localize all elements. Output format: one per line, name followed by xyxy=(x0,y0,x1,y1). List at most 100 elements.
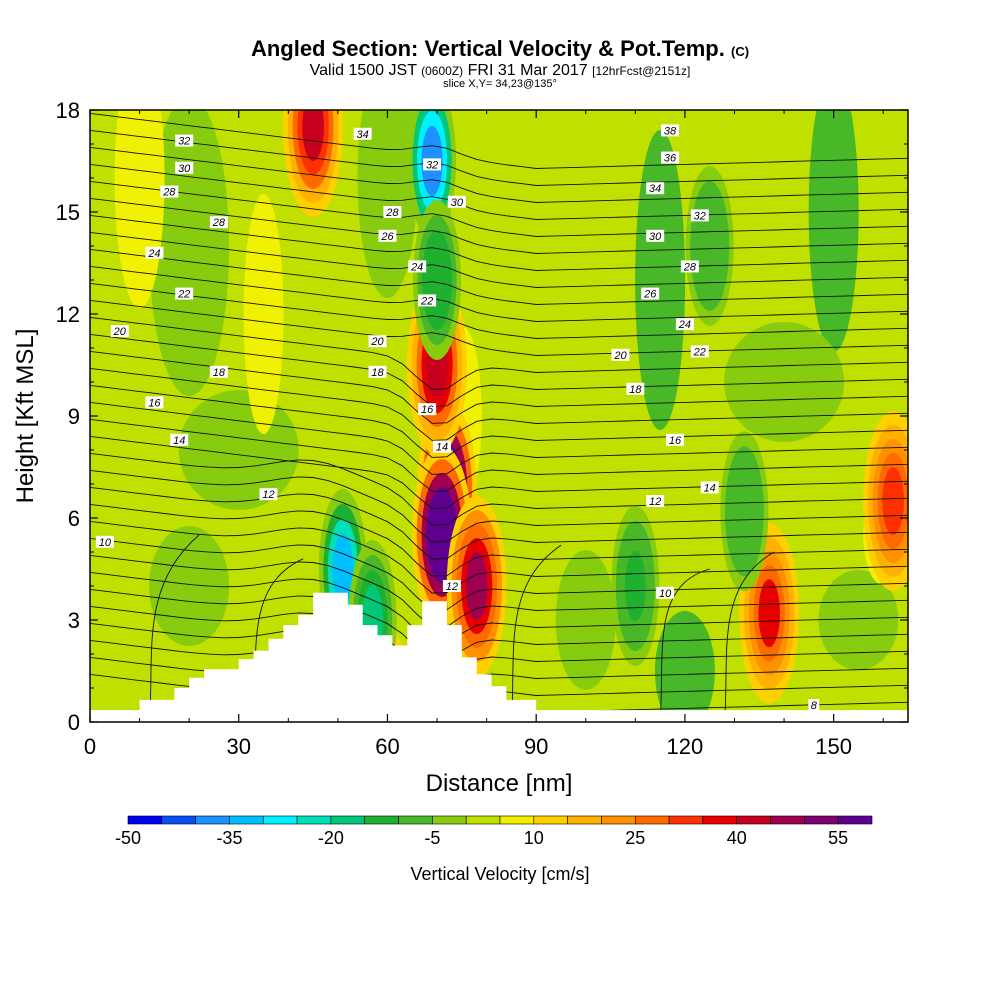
chart-title-main: Angled Section: Vertical Velocity & Pot.… xyxy=(250,36,725,61)
contour-label: 38 xyxy=(661,124,680,137)
colorbar-swatch xyxy=(161,815,196,825)
contour-label: 10 xyxy=(656,586,675,600)
colorbar-swatch xyxy=(262,815,298,825)
contour-label-text: 28 xyxy=(212,217,226,229)
contour-label-text: 28 xyxy=(683,261,697,273)
contour-label: 28 xyxy=(209,216,228,229)
contour-label-text: 16 xyxy=(148,397,161,409)
contour-label: 16 xyxy=(418,403,437,416)
pot-temp-contour xyxy=(90,554,908,628)
contour-label-text: 32 xyxy=(178,136,190,148)
pot-temp-contour xyxy=(90,197,908,254)
velocity-band xyxy=(818,570,899,670)
updraft-cell xyxy=(302,110,324,161)
contour-label: 24 xyxy=(145,246,164,260)
contour-label: 36 xyxy=(661,151,680,165)
contour-label-text: 30 xyxy=(178,163,191,175)
y-axis-label: Height [Kft MSL] xyxy=(12,329,39,504)
contour-label-text: 24 xyxy=(678,319,691,331)
contour-label-text: 34 xyxy=(357,129,369,141)
contour-label: 22 xyxy=(418,294,437,307)
contour-label-text: 22 xyxy=(177,289,190,301)
colorbar-swatch xyxy=(330,815,366,825)
y-tick-label: 18 xyxy=(56,98,80,123)
terrain-mask xyxy=(90,592,908,722)
contour-label-text: 8 xyxy=(811,700,818,712)
contour-label-text: 24 xyxy=(147,248,160,260)
updraft-cell xyxy=(465,552,488,620)
velocity-band xyxy=(635,130,686,430)
contour-label: 30 xyxy=(175,161,194,175)
contour-label: 30 xyxy=(447,195,466,209)
colorbar-swatch xyxy=(499,815,535,825)
pot-temp-contour xyxy=(90,316,908,390)
pot-temp-contour xyxy=(90,299,908,356)
pot-temp-contour xyxy=(90,282,908,339)
pot-temp-contour xyxy=(90,231,908,288)
pot-temp-contour xyxy=(90,129,908,186)
contour-label-text: 10 xyxy=(99,537,112,549)
velocity-band xyxy=(243,194,284,434)
contour-label: 32 xyxy=(690,209,709,222)
x-axis-label: Distance [nm] xyxy=(426,770,573,797)
contour-label-text: 32 xyxy=(426,159,438,171)
contour-label-text: 18 xyxy=(371,367,384,379)
colorbar-tick-label: -5 xyxy=(424,828,440,848)
colorbar-tick-label: 55 xyxy=(828,828,848,848)
contour-label-text: 24 xyxy=(410,261,423,273)
velocity-band xyxy=(114,110,165,308)
contour-label: 18 xyxy=(368,365,387,379)
x-tick-label: 30 xyxy=(226,734,250,759)
chart-title-tag: (C) xyxy=(731,44,750,59)
contour-label-text: 26 xyxy=(643,289,657,301)
pot-temp-contour xyxy=(90,367,908,441)
colorbar-label: Vertical Velocity [cm/s] xyxy=(410,864,589,884)
contour-label-text: 20 xyxy=(113,326,127,338)
pot-temp-contour xyxy=(90,435,908,509)
colorbar-swatch xyxy=(195,815,230,825)
contour-label: 16 xyxy=(665,433,684,447)
pot-temp-contour xyxy=(90,180,908,237)
downdraft-cell xyxy=(733,476,755,547)
x-tick-label: 0 xyxy=(84,734,96,759)
velocity-band xyxy=(491,110,532,362)
contour-label-text: 18 xyxy=(213,367,226,379)
valid-utc: (0600Z) xyxy=(421,64,464,78)
forecast-tag: [12hrFcst@2151z] xyxy=(592,64,691,78)
contour-label: 14 xyxy=(432,440,451,454)
colorbar-swatch xyxy=(634,815,670,825)
contour-label: 34 xyxy=(646,182,665,195)
colorbar-swatch xyxy=(127,815,163,825)
y-tick-label: 15 xyxy=(56,200,80,225)
contour-label: 16 xyxy=(145,396,164,409)
contour-label: 10 xyxy=(95,535,114,549)
contour-label: 22 xyxy=(175,287,194,301)
colorbar-tick-label: 40 xyxy=(727,828,747,848)
y-tick-label: 0 xyxy=(68,710,80,735)
chart-subtitle: Valid 1500 JST (0600Z) FRI 31 Mar 2017 [… xyxy=(0,62,1000,80)
contour-label: 18 xyxy=(626,382,645,396)
pot-temp-contour xyxy=(90,486,908,560)
pot-temp-contour xyxy=(90,418,908,492)
contour-label-text: 38 xyxy=(664,125,677,137)
chart-title: Angled Section: Vertical Velocity & Pot.… xyxy=(0,36,1000,62)
pot-temp-contour xyxy=(90,401,908,475)
contour-label: 26 xyxy=(378,229,397,243)
x-tick-label: 120 xyxy=(667,734,704,759)
pot-temp-contour xyxy=(90,163,908,220)
x-tick-label: 90 xyxy=(524,734,548,759)
colorbar-tick-label: -35 xyxy=(216,828,242,848)
contour-label: 32 xyxy=(423,158,442,171)
colorbar-tick-label: 25 xyxy=(625,828,645,848)
contour-label: 12 xyxy=(259,488,278,501)
contour-label: 34 xyxy=(353,127,372,141)
pot-temp-contour xyxy=(149,534,200,722)
contour-label-text: 16 xyxy=(669,435,682,447)
contour-label: 12 xyxy=(442,580,461,593)
y-tick-label: 3 xyxy=(68,608,80,633)
pot-temp-contour xyxy=(90,520,908,594)
downdraft-cell xyxy=(624,551,646,621)
velocity-band xyxy=(555,550,616,690)
x-tick-label: 60 xyxy=(375,734,399,759)
